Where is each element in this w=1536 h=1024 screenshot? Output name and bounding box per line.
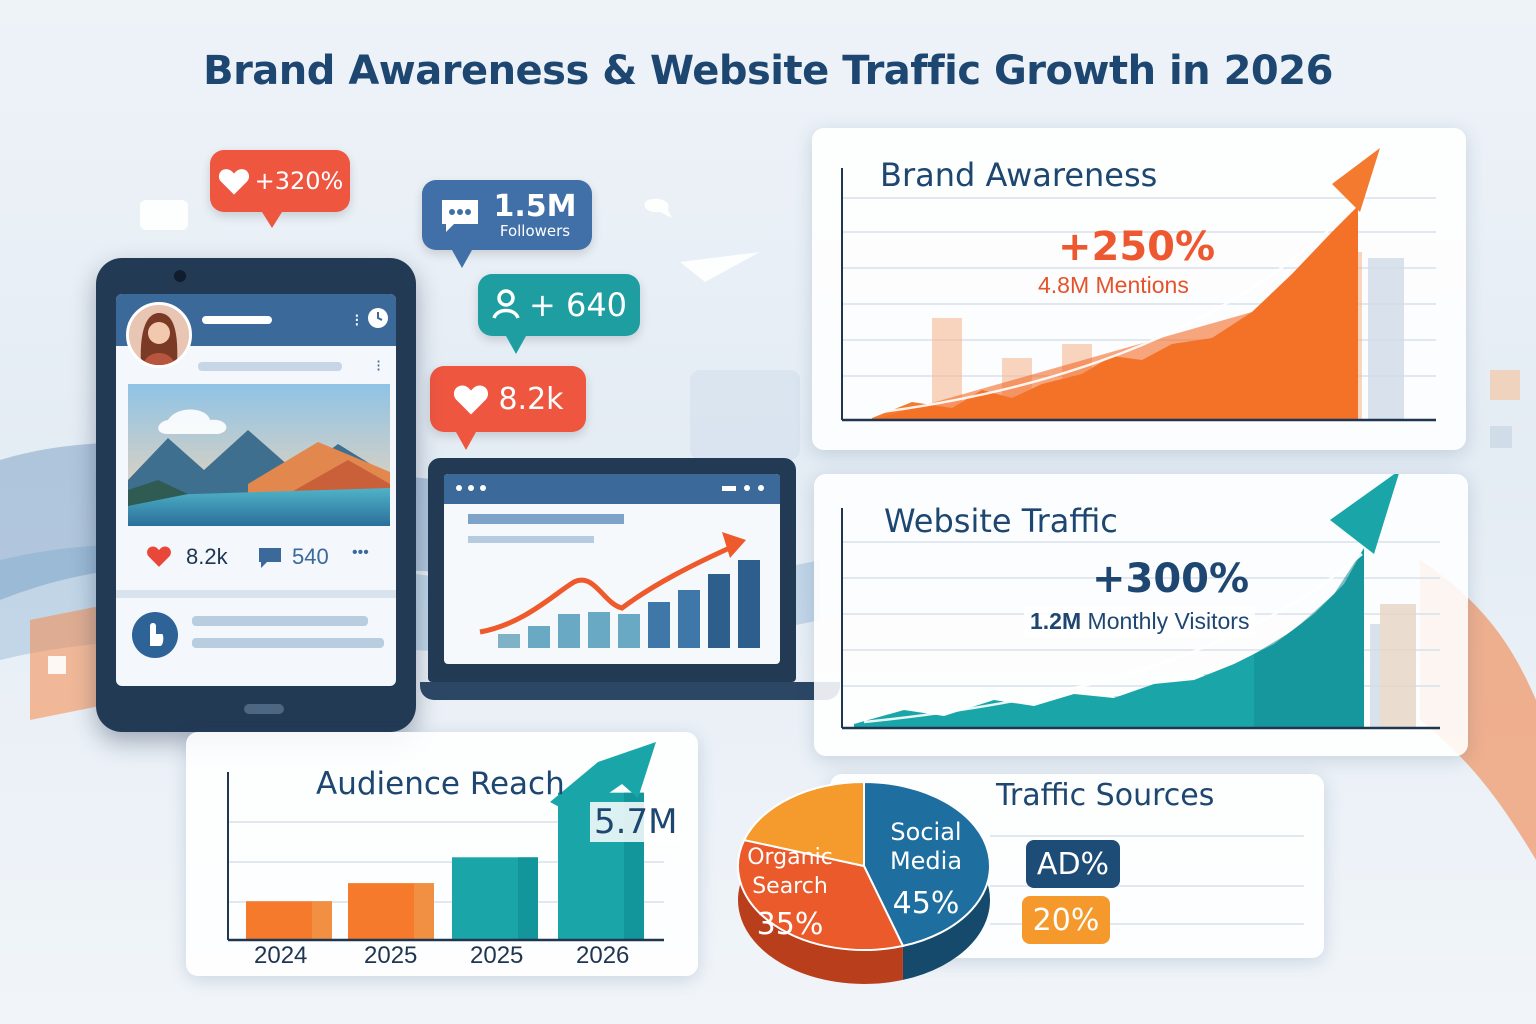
legend-badge-20: 20%	[1022, 896, 1110, 944]
phone-screen: ⁝ ⁝ 8.2k 540 •••	[116, 294, 396, 686]
followers-label: Followers	[499, 221, 571, 240]
reach-tick-label: 2025	[364, 942, 418, 969]
reach-bar-shade	[312, 901, 332, 940]
website-traffic-chart	[841, 474, 1440, 730]
legend-badge-ad: AD%	[1026, 840, 1120, 888]
reach-tick-label: 2026	[576, 942, 630, 969]
more-dots-icon[interactable]: ⁝	[354, 310, 360, 330]
smartphone: ⁝ ⁝ 8.2k 540 •••	[96, 258, 416, 732]
audience-reach-title: Audience Reach	[316, 766, 565, 802]
laptop-screen	[444, 474, 780, 664]
post-more-menu[interactable]: •••	[352, 544, 369, 561]
website-traffic-title: Website Traffic	[884, 502, 1118, 540]
followers-value: 1.5M	[493, 188, 577, 224]
brand-awareness-title: Brand Awareness	[880, 156, 1158, 194]
new-followers-value: + 640	[528, 286, 628, 324]
followers-badge: 1.5M Followers	[422, 180, 592, 268]
profile-circle-icon	[132, 612, 178, 658]
laptop-trend-chart	[479, 532, 760, 648]
page-title: Brand Awareness & Website Traffic Growth…	[203, 48, 1333, 94]
post-likes-count: 8.2k	[186, 544, 228, 569]
reach-tick-label: 2024	[254, 942, 308, 969]
laptop-base	[420, 682, 840, 700]
heart-icon[interactable]	[146, 544, 172, 568]
reach-tick-label: 2025	[470, 942, 524, 969]
user-plus-icon	[492, 289, 520, 319]
divider	[116, 590, 396, 598]
traffic-sources-pie	[737, 780, 991, 984]
likes-growth-value: +320%	[254, 167, 344, 195]
pie-label-social-media: Social Media 45%	[889, 818, 963, 921]
pie-slice	[863, 780, 991, 948]
home-button[interactable]	[244, 704, 284, 714]
chat-bubble-icon	[441, 200, 478, 232]
brand-awareness-growth: +250%	[1058, 224, 1216, 270]
website-traffic-panel: Website Traffic +300% 1.2M Monthly Visit…	[814, 474, 1468, 756]
brand-awareness-chart	[841, 148, 1436, 422]
pie-slice	[742, 780, 865, 868]
pie-label-organic-search: Organic Search 35%	[747, 845, 833, 943]
brand-awareness-mentions: 4.8M Mentions	[1038, 272, 1189, 298]
audience-reach-annotation: 5.7M	[590, 802, 682, 842]
new-followers-badge: + 640	[478, 274, 640, 354]
avatar	[126, 302, 192, 368]
brand-awareness-panel: Brand Awareness +250% 4.8M Mentions	[812, 128, 1466, 450]
likes-count-value: 8.2k	[498, 381, 564, 417]
visitors-label: Monthly Visitors	[1087, 608, 1250, 634]
more-dots-icon: ⁝	[376, 358, 382, 375]
heart-icon	[454, 385, 489, 415]
likes-count-badge: 8.2k	[430, 366, 586, 450]
comment-icon[interactable]	[256, 544, 284, 570]
audience-reach-panel: Audience Reach 5.7M 2024 2025 2025 2026	[186, 732, 698, 976]
laptop	[428, 458, 796, 682]
reach-bar-shade	[518, 857, 538, 940]
post-image	[128, 384, 390, 526]
post-username-bar	[202, 316, 272, 324]
pie-slice-depth	[738, 840, 903, 984]
clock-icon	[368, 308, 388, 328]
likes-growth-badge: +320%	[210, 150, 350, 228]
comment-text-line	[192, 616, 368, 626]
comment-text-line	[192, 638, 384, 648]
heart-icon	[218, 169, 249, 195]
website-traffic-growth: +300%	[1092, 556, 1250, 602]
website-traffic-visitors: 1.2M Monthly Visitors	[1024, 606, 1256, 637]
reach-bar-shade	[414, 883, 434, 940]
avatar-icon	[129, 305, 189, 365]
page-heading-bar	[468, 514, 624, 524]
traffic-sources-title: Traffic Sources	[996, 778, 1215, 813]
visitors-value: 1.2M	[1030, 608, 1082, 634]
pie-slice	[737, 838, 905, 951]
post-caption-bar	[198, 362, 342, 371]
post-comments-count: 540	[292, 544, 329, 569]
phone-camera	[174, 270, 186, 282]
page-subheading-bar	[468, 536, 594, 543]
mountain-landscape-icon	[128, 384, 390, 526]
